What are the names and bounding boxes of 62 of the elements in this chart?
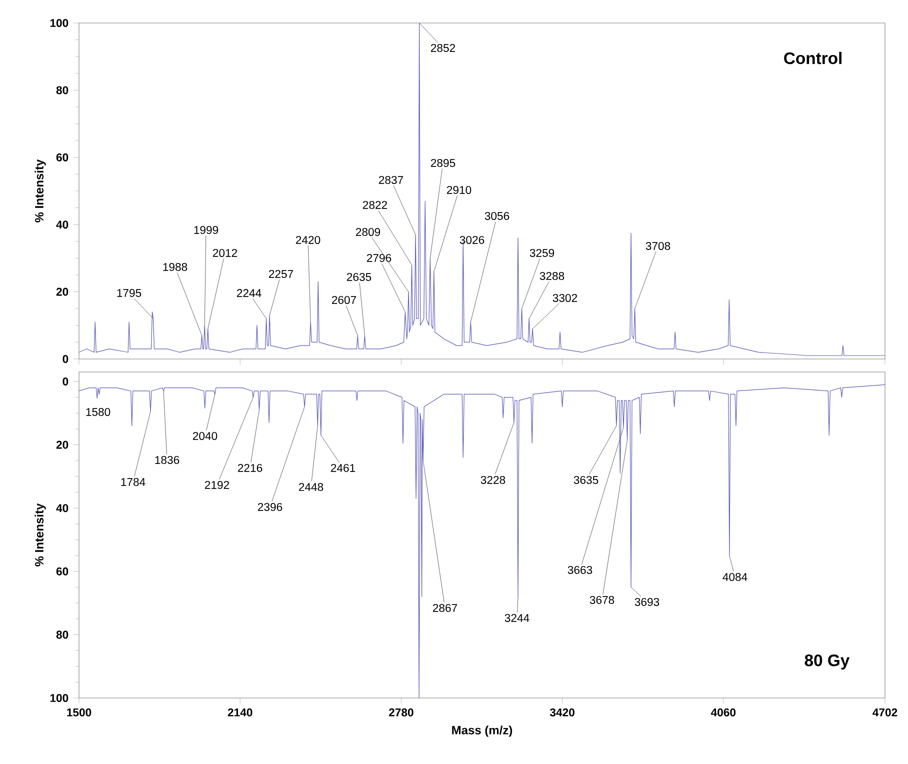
- annotation: 2852: [430, 44, 456, 52]
- y-tick-label: 80: [56, 630, 68, 639]
- annotation: 2420: [296, 236, 320, 244]
- annotation: 2635: [346, 272, 372, 281]
- annotation: 3663: [568, 566, 592, 574]
- x-tick-label: 1500: [67, 708, 92, 716]
- annotation: 2895: [430, 158, 456, 167]
- annotation: 2607: [332, 296, 356, 304]
- annotation: 3026: [460, 236, 484, 244]
- annotation: 2796: [366, 254, 392, 262]
- annotation: 2809: [356, 228, 380, 236]
- annotation: 3288: [540, 272, 564, 280]
- annotation: 3708: [646, 242, 670, 250]
- y-tick-label: 0: [62, 377, 68, 386]
- annotation: 1580: [86, 408, 110, 416]
- y-tick-label: 100: [50, 694, 68, 702]
- annotation: 3259: [530, 248, 554, 257]
- annotation: 2448: [298, 482, 324, 492]
- annotation: 1988: [163, 262, 188, 271]
- y-tick-label: 100: [50, 18, 68, 27]
- y-tick-label: 40: [56, 220, 68, 229]
- annotation: 2257: [268, 270, 294, 278]
- y-axis-title: % Intensity: [34, 503, 46, 566]
- y-tick-label: 60: [56, 153, 68, 162]
- annotation: 3056: [484, 212, 510, 220]
- annotation: 2461: [330, 464, 356, 472]
- annotation: 2822: [362, 200, 388, 209]
- x-tick-label: 3420: [550, 708, 574, 716]
- annotation: 3302: [552, 294, 578, 302]
- annotation: 2040: [192, 432, 218, 440]
- y-tick-label: 20: [56, 440, 68, 449]
- annotation: 1795: [117, 288, 142, 297]
- y-axis-title: % Intensity: [34, 159, 46, 222]
- x-tick-label: 4702: [872, 708, 898, 716]
- y-tick-label: 40: [56, 504, 68, 512]
- x-axis-title: Mass (m/z): [452, 726, 512, 737]
- x-tick-label: 2140: [228, 708, 252, 716]
- annotation: 2192: [204, 480, 230, 489]
- annotation: 1784: [121, 478, 146, 486]
- annotation: 3693: [634, 598, 660, 606]
- annotation: 3678: [590, 596, 614, 604]
- annotation: 2012: [212, 248, 238, 257]
- annotation: 3635: [574, 476, 598, 484]
- annotation: 1836: [155, 456, 180, 464]
- annotation: 2244: [236, 289, 262, 297]
- annotation: 2216: [238, 464, 262, 472]
- x-tick-label: 4060: [710, 708, 736, 716]
- y-tick-label: 0: [62, 354, 68, 363]
- annotation: 3244: [504, 614, 530, 622]
- annotation: 4084: [722, 572, 748, 581]
- y-tick-label: 20: [56, 288, 68, 296]
- annotation: 2396: [258, 502, 282, 511]
- annotation: 2837: [378, 176, 404, 184]
- annotation: 1999: [194, 226, 218, 234]
- y-tick-label: 80: [56, 86, 68, 94]
- y-tick-label: 60: [56, 567, 68, 576]
- annotation: 2867: [432, 604, 458, 612]
- annotation: 2910: [446, 186, 472, 194]
- annotation: 3228: [480, 476, 506, 484]
- text: 80 Gy: [804, 654, 850, 670]
- x-tick-label: 2780: [388, 708, 414, 716]
- text: Control: [784, 52, 842, 64]
